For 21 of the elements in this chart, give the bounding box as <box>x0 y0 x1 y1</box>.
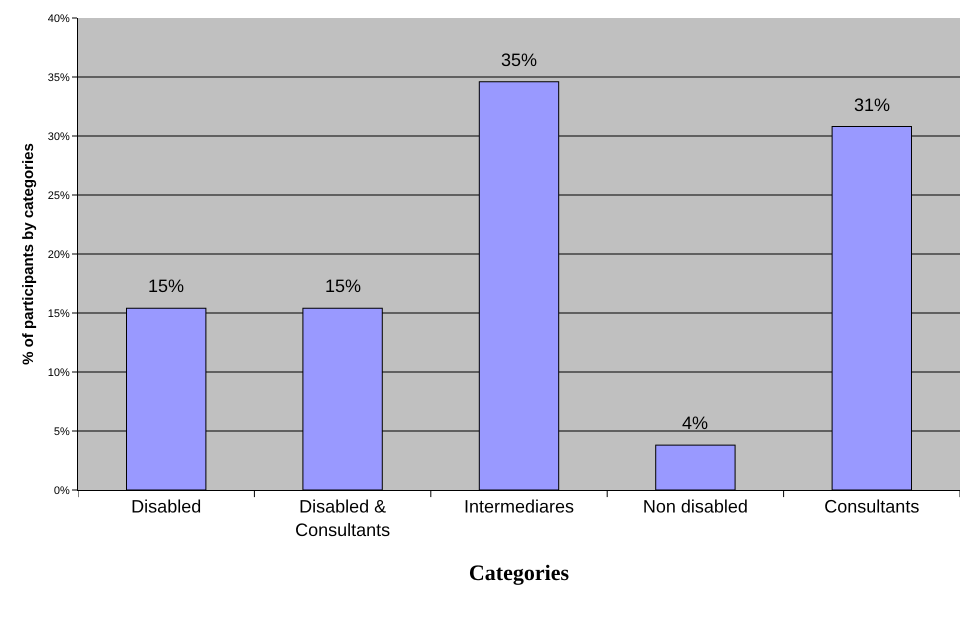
data-label: 4% <box>682 413 708 433</box>
x-tick-label: Consultants <box>824 496 920 517</box>
y-axis-title: % of participants by categories <box>20 143 38 365</box>
y-tick-label: 5% <box>54 426 70 438</box>
y-tick-label: 0% <box>54 484 70 497</box>
y-tick-label: 20% <box>48 248 70 261</box>
x-tick-label: Intermediares <box>464 496 574 517</box>
x-axis-title: Categories <box>468 560 570 585</box>
y-tick-label: 35% <box>48 72 70 84</box>
y-tick-label: 40% <box>48 12 70 25</box>
y-tick-label: 30% <box>48 130 70 143</box>
data-label: 31% <box>854 95 890 115</box>
y-tick-label: 25% <box>48 190 70 202</box>
x-tick-label: Non disabled <box>642 496 748 517</box>
y-tick-label: 15% <box>48 308 70 320</box>
x-tick-label: Disabled & Consultants <box>295 496 390 540</box>
data-label: 35% <box>501 50 538 70</box>
data-label: 15% <box>148 276 184 296</box>
y-tick-label: 10% <box>48 366 70 379</box>
x-tick-label: Disabled <box>131 496 202 517</box>
data-label: 15% <box>325 276 362 296</box>
